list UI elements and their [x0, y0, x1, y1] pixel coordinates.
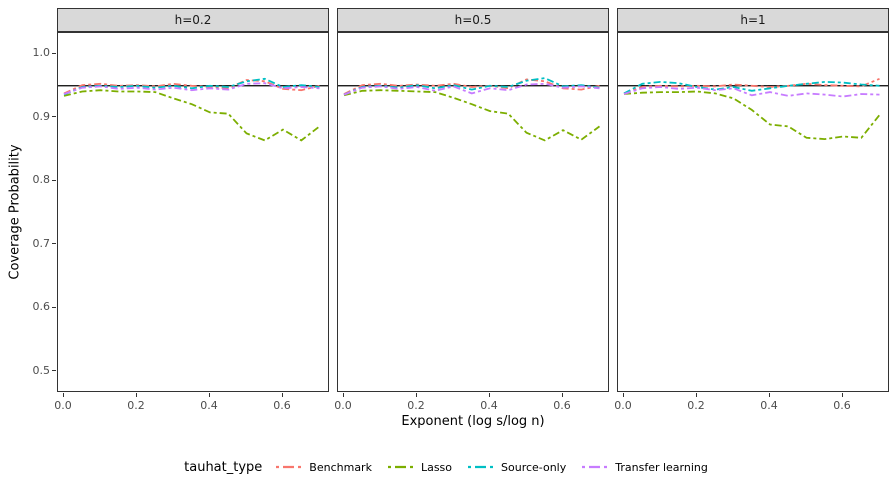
- x-tick-label: 0.6: [273, 399, 291, 412]
- y-tick-label: 0.6: [32, 300, 51, 313]
- x-tick-mark: [488, 393, 490, 397]
- series-line-benchmark: [343, 78, 600, 95]
- panel-canvas: [618, 77, 888, 141]
- facet-strip-h02: h=0.2: [57, 8, 329, 32]
- series-line-lasso: [623, 90, 881, 141]
- series-line-source-only: [623, 80, 880, 95]
- x-tick-label: 0.6: [833, 399, 851, 412]
- x-tick-label: 0.4: [200, 399, 218, 412]
- legend-entry-label: Source-only: [501, 460, 567, 474]
- x-tick-mark: [768, 393, 770, 397]
- series-line-source-only: [63, 77, 320, 96]
- y-tick-mark: [52, 370, 56, 371]
- x-tick-label: 0.0: [334, 399, 352, 412]
- x-tick-label: 0.4: [480, 399, 498, 412]
- legend-key-line-icon: [387, 465, 414, 469]
- legend-key-line-icon: [582, 465, 609, 469]
- legend: tauhat_type Benchmark Lasso Source-only Tra…: [0, 455, 892, 479]
- legend-entry-lasso: Lasso: [387, 460, 453, 474]
- x-tick-mark: [281, 393, 283, 397]
- series-line-lasso: [343, 89, 601, 142]
- y-tick-mark: [52, 116, 56, 117]
- legend-key-line-icon: [276, 465, 303, 469]
- y-axis-title-text: Coverage Probability: [7, 144, 23, 280]
- y-tick-mark: [52, 306, 56, 308]
- facet-strip-h05: h=0.5: [337, 8, 609, 32]
- facet-panel-h1: [617, 32, 889, 392]
- x-tick-label: 0.2: [407, 399, 425, 412]
- panel-canvas: [338, 77, 608, 142]
- legend-entry-benchmark: Benchmark: [276, 461, 372, 474]
- x-tick-label: 0.0: [54, 399, 72, 412]
- x-tick-mark: [622, 393, 624, 397]
- facet-strip-label: h=0.5: [454, 13, 492, 27]
- series-line-benchmark: [623, 77, 880, 95]
- y-tick-label: 0.7: [32, 236, 51, 250]
- series-line-transfer-learning: [63, 82, 320, 95]
- x-tick-mark: [135, 393, 137, 397]
- legend-entry-label: Benchmark: [309, 460, 372, 474]
- y-tick-mark: [52, 243, 56, 244]
- x-tick-mark: [342, 393, 344, 397]
- x-tick-label: 0.4: [760, 399, 778, 412]
- x-tick-mark: [208, 393, 210, 397]
- y-tick-label: 0.5: [32, 363, 51, 377]
- legend-entry-transfer-learning: Transfer learning: [582, 461, 708, 474]
- y-tick-label: 1.0: [32, 46, 51, 59]
- series-line-transfer-learning: [623, 86, 880, 98]
- series-line-transfer-learning: [343, 82, 600, 96]
- x-tick-mark: [695, 393, 697, 397]
- y-tick-mark: [52, 179, 56, 181]
- legend-entry-label: Transfer learning: [615, 460, 708, 474]
- series-line-lasso: [63, 89, 321, 142]
- legend-title: tauhat_type: [184, 459, 263, 475]
- x-tick-mark: [415, 393, 417, 397]
- y-tick-mark: [52, 52, 56, 54]
- x-axis-title: Exponent (log s/log n): [401, 414, 545, 429]
- legend-entry-label: Lasso: [420, 460, 453, 474]
- y-tick-label: 0.8: [32, 173, 51, 186]
- facet-strip-h1: h=1: [617, 8, 889, 32]
- x-tick-mark: [841, 393, 843, 397]
- facet-strip-label: h=1: [740, 13, 766, 27]
- facet-strip-label: h=0.2: [174, 13, 212, 27]
- series-line-benchmark: [63, 79, 320, 95]
- x-tick-label: 0.2: [127, 399, 145, 412]
- x-tick-mark: [62, 393, 64, 397]
- x-tick-label: 0.2: [687, 399, 705, 412]
- x-tick-mark: [561, 393, 563, 397]
- legend-key-line-icon: [468, 465, 495, 469]
- y-tick-label: 0.9: [32, 109, 51, 123]
- legend-entry-source-only: Source-only: [468, 461, 566, 474]
- x-tick-label: 0.6: [553, 399, 571, 412]
- x-tick-label: 0.0: [614, 399, 632, 412]
- panel-canvas: [58, 77, 328, 142]
- facet-panel-h05: [337, 32, 609, 392]
- facet-panel-h02: [57, 32, 329, 392]
